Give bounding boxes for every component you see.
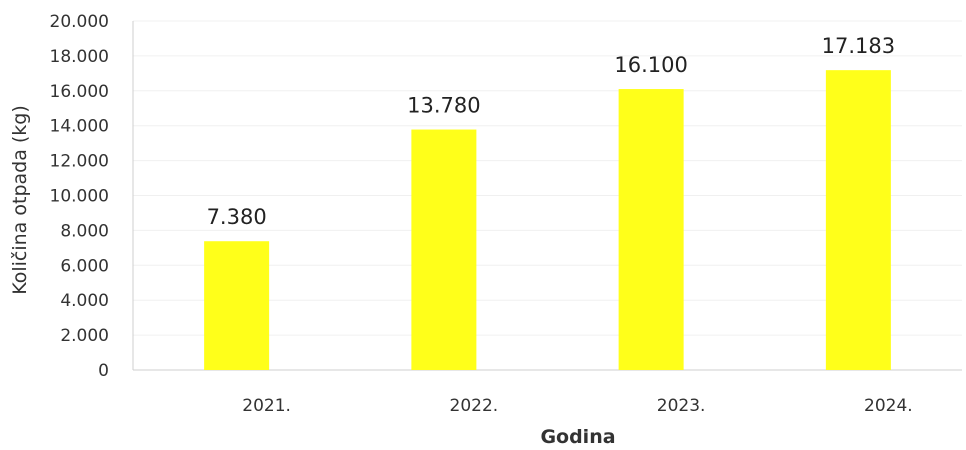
bar	[825, 70, 891, 370]
x-tick-label: 2023.	[657, 396, 706, 416]
y-tick-label: 8.000	[60, 221, 109, 241]
data-label: 17.183	[822, 34, 895, 58]
grid-lines	[133, 20, 962, 336]
y-tick-label: 20.000	[50, 12, 109, 32]
data-label: 16.100	[614, 53, 687, 77]
y-tick-label: 12.000	[50, 152, 109, 172]
y-tick-label: 2.000	[60, 326, 109, 346]
x-axis-title: Godina	[540, 426, 615, 448]
y-tick-label: 14.000	[50, 117, 109, 137]
x-tick-label: 2022.	[450, 396, 499, 416]
y-tick-label: 0	[98, 361, 109, 381]
x-tick-label: 2021.	[242, 396, 291, 416]
bar	[204, 241, 270, 370]
bars	[204, 70, 891, 371]
bar	[411, 129, 477, 370]
data-label: 13.780	[407, 94, 480, 118]
y-tick-label: 4.000	[60, 291, 109, 311]
y-tick-label: 10.000	[50, 187, 109, 207]
y-tick-label: 16.000	[50, 82, 109, 102]
bar	[618, 89, 684, 371]
x-tick-label: 2024.	[864, 396, 913, 416]
labels: 0 2.000 4.000 6.000 8.000 10.000 12.000 14.000 1…	[50, 12, 913, 416]
axes	[132, 21, 962, 371]
data-label: 7.380	[207, 205, 267, 229]
y-axis-title: Količina otpada (kg)	[9, 105, 31, 295]
y-tick-label: 18.000	[50, 47, 109, 67]
y-tick-label: 6.000	[60, 256, 109, 276]
